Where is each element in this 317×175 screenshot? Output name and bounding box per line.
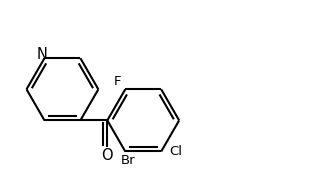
Text: F: F	[113, 75, 121, 88]
Text: Br: Br	[121, 154, 135, 167]
Text: N: N	[36, 47, 47, 62]
Text: O: O	[101, 148, 113, 163]
Text: Cl: Cl	[169, 145, 182, 158]
